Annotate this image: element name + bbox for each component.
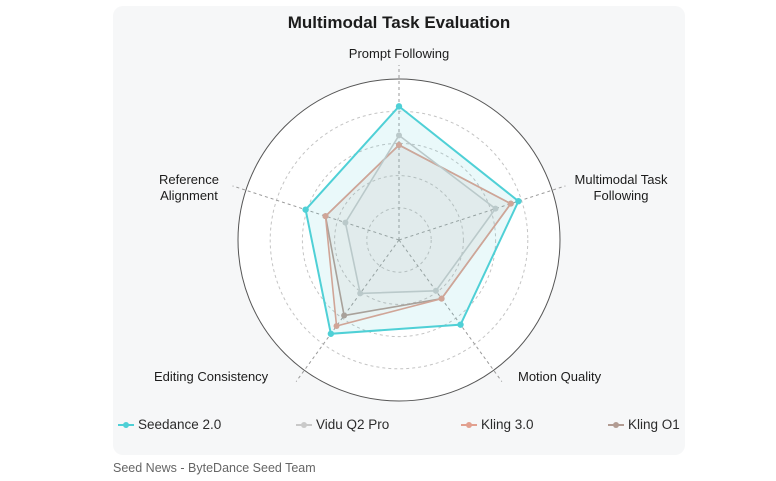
series-point [327, 330, 335, 337]
series-point [515, 197, 522, 205]
legend-marker [296, 421, 312, 428]
series-point [333, 322, 340, 329]
radar-grid-ring [334, 175, 464, 305]
series-point [396, 132, 402, 139]
series-point [395, 103, 403, 110]
radar-axis-spoke [295, 239, 400, 382]
axis-label-prompt-following: Prompt Following [348, 46, 450, 61]
series-point [341, 312, 348, 319]
legend-label: Vidu Q2 Pro [316, 417, 390, 432]
series-point [438, 295, 445, 302]
series-polygon [344, 134, 497, 295]
legend-item-kling-o1: Kling O1 [608, 417, 680, 432]
series-point [357, 290, 364, 297]
legend-marker [608, 421, 624, 428]
series-polygon [324, 144, 512, 327]
axis-label-editing-consistency: Editing Consistency [154, 369, 269, 384]
legend-item-vidu-q2-pro: Vidu Q2 Pro [296, 417, 389, 432]
series-point [396, 142, 402, 149]
legend-marker [118, 421, 134, 428]
series-polygon [304, 105, 520, 335]
series-point [322, 213, 329, 220]
series-point [342, 219, 349, 226]
radar-axis-spoke [398, 239, 503, 382]
axis-label-multimodal-task-following: Multimodal Task Following [574, 172, 668, 203]
series-point [302, 206, 309, 213]
radar-grid-ring [301, 142, 497, 338]
axis-label-motion-quality: Motion Quality [518, 369, 602, 384]
series-point [457, 321, 464, 328]
axis-label-reference-alignment: Reference Alignment [159, 172, 219, 203]
chart-title: Multimodal Task Evaluation [287, 13, 511, 32]
series-point [432, 287, 439, 294]
legend-label: Seedance 2.0 [138, 417, 222, 432]
legend-marker [461, 421, 477, 428]
legend-item-kling-3: Kling 3.0 [461, 417, 534, 432]
legend-label: Kling 3.0 [481, 417, 534, 432]
chart-legend: Seedance 2.0 Vidu Q2 Pro Kling 3.0 Kling… [118, 417, 684, 437]
series-point [507, 200, 514, 207]
legend-label: Kling O1 [628, 417, 680, 432]
radar-axis-spoke [398, 185, 566, 241]
source-caption: Seed News - ByteDance Seed Team [113, 461, 316, 475]
legend-item-seedance-2: Seedance 2.0 [118, 417, 221, 432]
radar-axis-spoke [232, 185, 400, 241]
series-point [492, 205, 499, 212]
radar-series [302, 103, 522, 337]
radar-grid [232, 65, 566, 402]
